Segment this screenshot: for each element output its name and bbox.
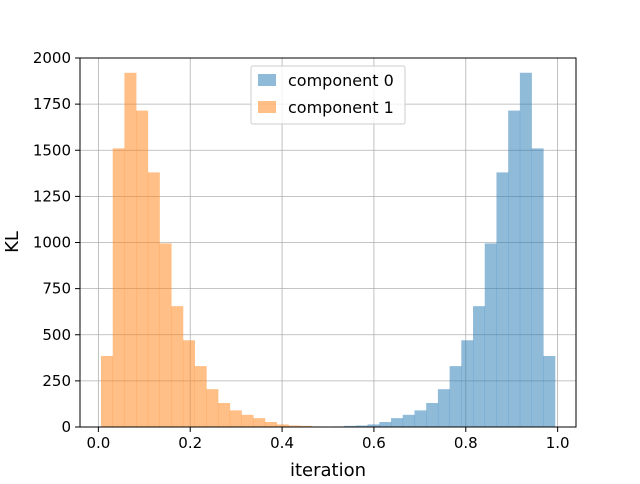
bar-component-1 bbox=[182, 340, 195, 427]
bar-component-0 bbox=[426, 403, 439, 427]
bar-component-0 bbox=[496, 172, 509, 427]
y-tick-label: 2000 bbox=[33, 49, 71, 67]
bar-component-1 bbox=[288, 425, 301, 427]
legend-label-component-1: component 1 bbox=[288, 98, 394, 117]
bar-component-0 bbox=[449, 366, 462, 427]
x-axis-label: iteration bbox=[290, 460, 366, 480]
legend-label-component-0: component 0 bbox=[288, 71, 394, 90]
bar-component-1 bbox=[112, 148, 125, 427]
bar-component-0 bbox=[531, 148, 544, 427]
bar-component-0 bbox=[355, 425, 368, 427]
x-tick-label: 0.4 bbox=[270, 434, 294, 452]
bar-component-1 bbox=[264, 422, 277, 427]
bars-layer bbox=[100, 72, 556, 428]
bar-component-1 bbox=[218, 403, 231, 427]
y-tick-label: 0 bbox=[61, 418, 71, 436]
bar-component-1 bbox=[159, 243, 172, 427]
bar-component-0 bbox=[543, 355, 556, 427]
bar-component-1 bbox=[229, 410, 242, 427]
bar-component-1 bbox=[253, 418, 266, 427]
bar-component-0 bbox=[402, 414, 415, 427]
bar-component-0 bbox=[473, 306, 486, 427]
x-tick-label: 0.0 bbox=[86, 434, 110, 452]
y-tick-label: 750 bbox=[42, 280, 71, 298]
bar-component-1 bbox=[206, 389, 219, 427]
y-tick-label: 500 bbox=[42, 326, 71, 344]
x-tick-label: 0.6 bbox=[362, 434, 386, 452]
bar-component-0 bbox=[519, 72, 532, 427]
bar-component-1 bbox=[276, 424, 289, 427]
x-tick-label: 1.0 bbox=[546, 434, 570, 452]
bar-component-1 bbox=[241, 414, 254, 427]
y-tick-label: 1500 bbox=[33, 141, 71, 159]
bar-component-1 bbox=[194, 366, 207, 427]
bar-component-1 bbox=[100, 355, 113, 427]
bar-component-0 bbox=[344, 425, 357, 427]
bar-component-0 bbox=[437, 389, 450, 427]
bar-component-0 bbox=[414, 410, 427, 427]
x-axis-ticks: 0.0 0.2 0.4 0.6 0.8 1.0 bbox=[86, 427, 570, 452]
legend-swatch-component-1 bbox=[258, 101, 276, 113]
x-tick-label: 0.8 bbox=[454, 434, 478, 452]
bar-component-1 bbox=[300, 425, 313, 427]
bar-component-0 bbox=[508, 110, 521, 428]
bar-component-1 bbox=[136, 110, 149, 428]
y-axis-label: KL bbox=[2, 231, 23, 253]
bar-component-1 bbox=[124, 72, 137, 427]
legend-box bbox=[250, 65, 406, 125]
y-axis-ticks: 0 250 500 750 1000 1250 1500 1750 2000 bbox=[33, 49, 80, 436]
x-tick-label: 0.2 bbox=[178, 434, 202, 452]
bar-component-1 bbox=[147, 172, 160, 427]
bar-component-0 bbox=[391, 418, 404, 427]
bar-component-0 bbox=[461, 340, 474, 427]
bar-component-1 bbox=[171, 306, 184, 427]
legend-swatch-component-0 bbox=[258, 74, 276, 86]
y-tick-label: 250 bbox=[42, 372, 71, 390]
bar-component-0 bbox=[484, 243, 497, 427]
bar-component-0 bbox=[367, 424, 380, 427]
legend: component 0 component 1 bbox=[250, 65, 406, 125]
y-tick-label: 1750 bbox=[33, 95, 71, 113]
y-tick-label: 1000 bbox=[33, 234, 71, 252]
y-tick-label: 1250 bbox=[33, 187, 71, 205]
bar-component-0 bbox=[379, 422, 392, 427]
